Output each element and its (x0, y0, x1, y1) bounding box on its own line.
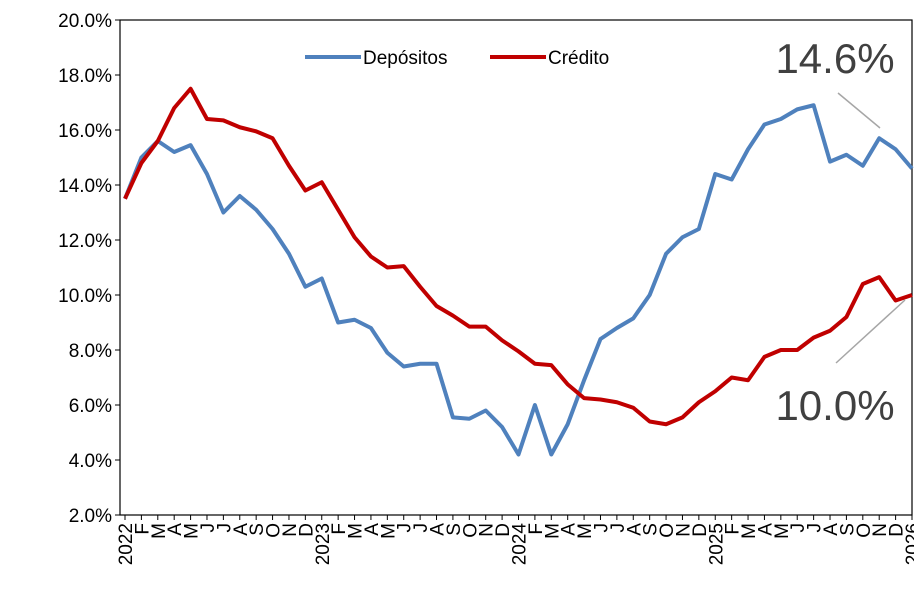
x-tick-label: 2026 (903, 523, 914, 565)
x-tick-label: S (837, 523, 858, 536)
x-tick-label: J (395, 523, 416, 533)
x-tick-label: F (723, 523, 744, 535)
x-tick-label: D (493, 523, 514, 537)
x-tick-label: D (690, 523, 711, 537)
y-tick-label: 4.0% (69, 451, 112, 472)
series-line (123, 103, 914, 457)
y-tick-label: 14.0% (58, 176, 112, 197)
x-tick-label: O (854, 523, 875, 538)
x-tick-label: 2023 (313, 523, 334, 565)
x-tick-label: M (542, 523, 563, 539)
y-tick-label: 8.0% (69, 341, 112, 362)
x-tick-label: M (739, 523, 760, 539)
x-tick-label: O (657, 523, 678, 538)
x-tick-label: N (870, 523, 891, 537)
x-tick-label: O (460, 523, 481, 538)
y-tick-label: 6.0% (69, 396, 112, 417)
legend-label: Crédito (548, 48, 609, 69)
x-tick-label: O (264, 523, 285, 538)
x-tick-label: S (444, 523, 465, 536)
x-tick-label: J (591, 523, 612, 533)
x-tick-label: A (231, 523, 252, 536)
x-tick-label: N (477, 523, 498, 537)
x-tick-label: A (624, 523, 645, 536)
x-tick-label: M (149, 523, 170, 539)
y-tick-label: 16.0% (58, 121, 112, 142)
plot-frame (119, 19, 913, 516)
x-tick-label: F (329, 523, 350, 535)
x-tick-label: A (165, 523, 186, 536)
x-tick-label: N (280, 523, 301, 537)
plot: 2.0% 4.0% 6.0% 8.0% 10.0% 12.0% 14.0% 16.0% 18.0… (58, 11, 914, 565)
x-tick-label: 2025 (706, 523, 727, 565)
x-tick-label: S (641, 523, 662, 536)
x-tick-label: 2022 (116, 523, 137, 565)
x-tick-label: F (132, 523, 153, 535)
x-tick-label: A (559, 523, 580, 536)
annotation: 14.6% (775, 35, 894, 82)
x-tick-label: A (755, 523, 776, 536)
y-tick-label: 18.0% (58, 66, 112, 87)
x-tick-label: J (788, 523, 809, 533)
x-tick-label: D (296, 523, 317, 537)
x-tick-label: F (526, 523, 547, 535)
x-tick-label: M (378, 523, 399, 539)
y-tick-label: 20.0% (58, 11, 112, 32)
x-tick-label: J (805, 523, 826, 533)
x-tick-label: M (575, 523, 596, 539)
x-tick-label: J (608, 523, 629, 533)
x-tick-label: J (198, 523, 219, 533)
y-tick-label: 10.0% (58, 286, 112, 307)
annotation: 10.0% (775, 382, 894, 429)
x-tick-label: 2024 (510, 523, 531, 566)
x-tick-label: M (182, 523, 203, 539)
x-tick-label: M (346, 523, 367, 539)
x-tick-label: S (247, 523, 268, 536)
leader-line (837, 92, 881, 129)
leader-line (835, 299, 906, 364)
x-tick-label: M (772, 523, 793, 539)
legend-label: Depósitos (363, 48, 448, 69)
x-tick-label: A (821, 523, 842, 536)
x-tick-label: J (214, 523, 235, 533)
x-tick-label: N (673, 523, 694, 537)
y-tick-label: 2.0% (69, 506, 112, 527)
x-tick-label: J (411, 523, 432, 533)
x-tick-label: A (428, 523, 449, 536)
x-tick-label: D (887, 523, 908, 537)
x-tick-label: A (362, 523, 383, 536)
y-tick-label: 12.0% (58, 231, 112, 252)
series-line (123, 86, 913, 427)
